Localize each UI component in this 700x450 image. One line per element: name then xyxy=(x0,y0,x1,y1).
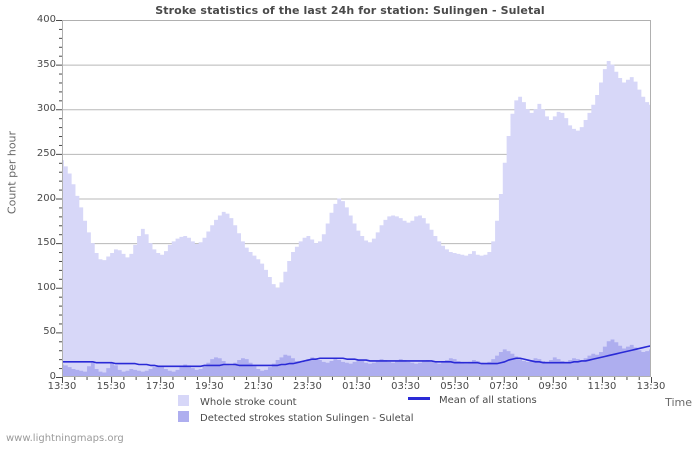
y-axis-tick-labels: 400 350 300 250 200 150 100 50 0 xyxy=(0,0,56,400)
page-title: Stroke statistics of the last 24h for st… xyxy=(155,4,545,17)
x-tick-label: 13:30 xyxy=(47,381,77,392)
plot-frame xyxy=(62,20,651,377)
x-tick-label: 03:30 xyxy=(391,381,420,392)
legend-item-detected-strokes-station: Detected strokes station Sulingen - Sule… xyxy=(178,411,414,424)
x-tick-label: 15:30 xyxy=(96,381,126,392)
y-tick-label: 0 xyxy=(49,371,56,382)
line-series-group xyxy=(62,344,651,368)
x-tick-label: 21:30 xyxy=(243,381,273,392)
x-tick-label: 17:30 xyxy=(145,381,175,392)
legend-item-mean-of-all-stations: Mean of all stations xyxy=(408,395,537,406)
x-tick-label: 01:30 xyxy=(342,381,371,392)
y-tick-label: 200 xyxy=(36,192,56,204)
x-axis-tick-labels: 13:30 15:30 17:30 19:30 21:30 23:30 01:30 03:30… xyxy=(0,381,700,397)
area-series xyxy=(62,339,651,377)
y-tick-label: 300 xyxy=(36,103,56,115)
plot-area xyxy=(62,20,651,377)
y-tick-label: 250 xyxy=(36,147,56,159)
area-series xyxy=(62,61,651,377)
legend-swatch-icon xyxy=(178,395,189,406)
y-tick-label: 350 xyxy=(36,58,56,70)
y-tick-label: 100 xyxy=(36,281,56,293)
legend-item-whole-stroke-count: Whole stroke count xyxy=(178,395,297,408)
line-series xyxy=(62,344,651,368)
x-tick-label: 07:30 xyxy=(489,381,519,392)
footer-attribution: www.lightningmaps.org xyxy=(6,433,124,444)
x-tick-label: 19:30 xyxy=(194,381,224,392)
x-axis-label: Time xyxy=(665,396,692,409)
x-tick-label: 05:30 xyxy=(440,381,470,392)
legend-label: Mean of all stations xyxy=(439,395,537,406)
legend-label: Whole stroke count xyxy=(200,397,297,408)
legend-label: Detected strokes station Sulingen - Sule… xyxy=(200,413,414,424)
x-tick-label: 13:30 xyxy=(636,381,666,392)
y-tick-label: 50 xyxy=(43,326,56,338)
legend-swatch-icon xyxy=(178,411,189,422)
y-tick-label: 150 xyxy=(36,237,56,249)
area-series-group xyxy=(62,61,651,377)
x-tick-label: 23:30 xyxy=(292,381,322,392)
chart-canvas xyxy=(62,20,651,377)
y-axis-label: Count per hour xyxy=(5,130,19,215)
legend-line-icon xyxy=(408,397,430,400)
chart-legend: Whole stroke count Mean of all stations … xyxy=(0,392,700,426)
y-tick-label: 400 xyxy=(36,14,56,25)
x-tick-label: 11:30 xyxy=(587,381,617,392)
x-tick-label: 09:30 xyxy=(538,381,568,392)
